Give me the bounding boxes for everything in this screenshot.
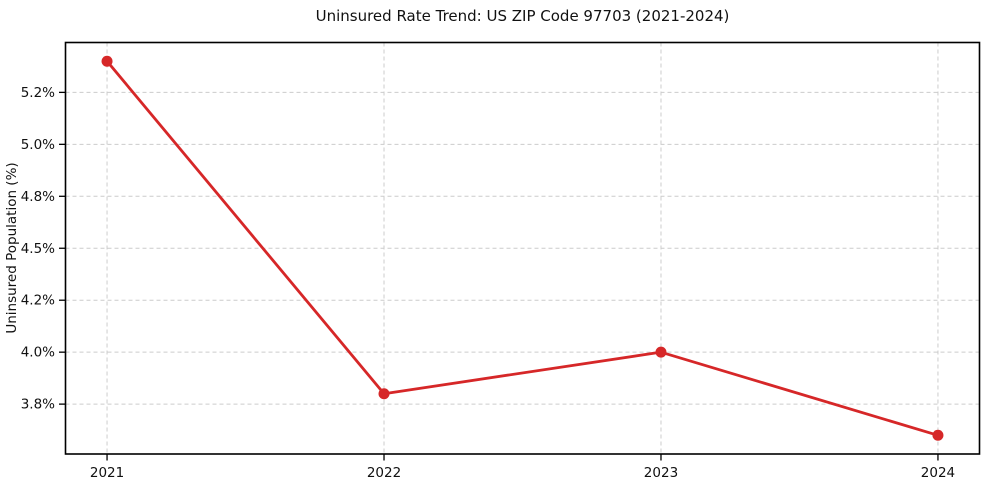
x-tick-label: 2023: [644, 465, 678, 481]
y-tick-label: 4.5%: [21, 241, 55, 257]
y-tick-label: 4.0%: [21, 345, 55, 361]
grid-layer: [65, 42, 980, 454]
x-tick-label: 2024: [921, 465, 955, 481]
y-tick-label: 4.2%: [21, 293, 55, 309]
y-axis-label: Uninsured Population (%): [4, 162, 20, 333]
data-point: [378, 388, 390, 400]
trend-line: [105, 59, 940, 437]
x-tick-label: 2021: [90, 465, 124, 481]
data-point: [101, 55, 113, 67]
y-tick-label: 4.8%: [21, 189, 55, 205]
series-layer: [101, 55, 944, 441]
y-tick-label: 3.8%: [21, 397, 55, 413]
y-tick-label: 5.2%: [21, 85, 55, 101]
x-tick-label: 2022: [367, 465, 401, 481]
data-point: [655, 346, 667, 358]
chart-title: Uninsured Rate Trend: US ZIP Code 97703 …: [315, 7, 730, 25]
tick-layer: 5.2% 5.0% 4.8% 4.5% 4.2% 4.0% 3.8% 2021 2022 2023…: [21, 85, 955, 481]
data-point: [932, 429, 944, 441]
y-tick-label: 5.0%: [21, 137, 55, 153]
